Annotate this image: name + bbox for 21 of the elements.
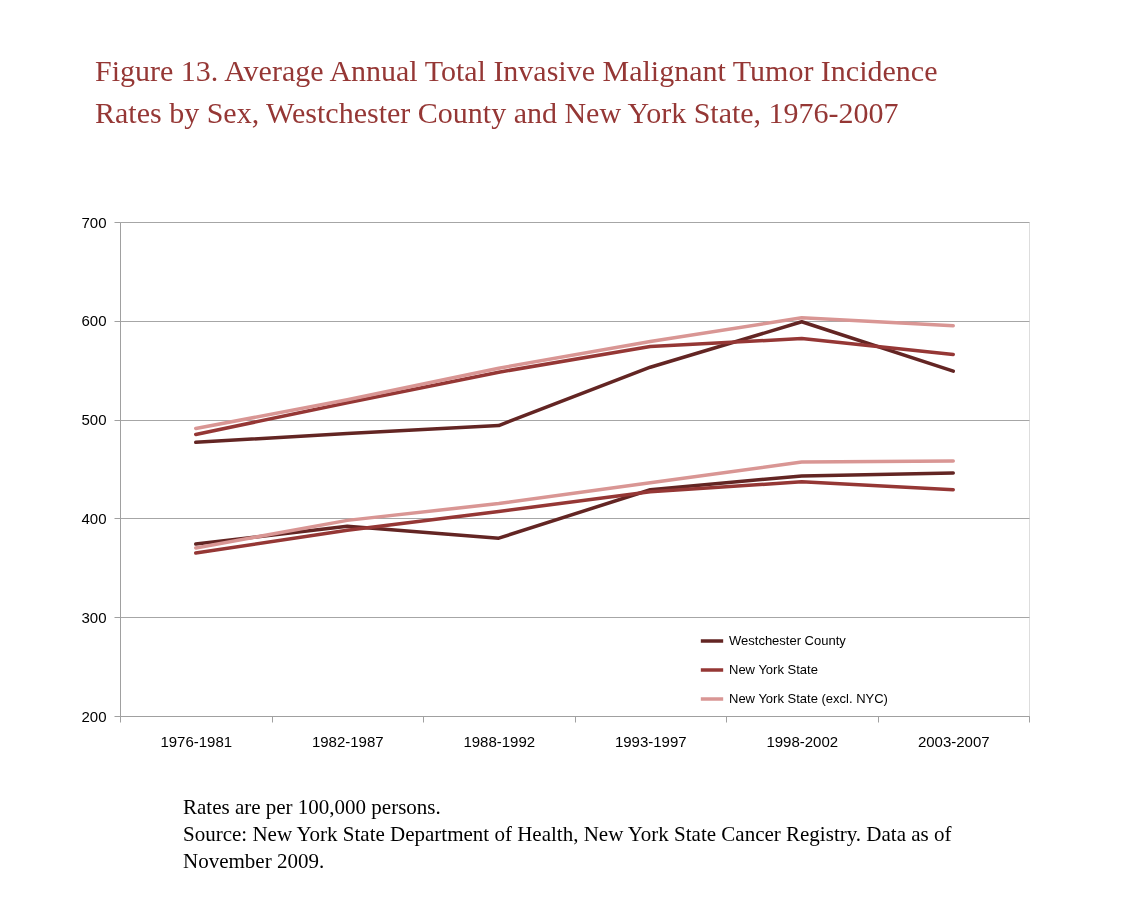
- source-note: Source: New York State Department of Health, New York State Cancer Registry. Data as of November 2009.: [183, 822, 952, 873]
- line-series: [194, 480, 955, 555]
- x-tick-label: 1988-1992: [463, 732, 536, 750]
- chart-title: Figure 13. Average Annual Total Invasive Malignant Tumor Incidence Rates by Sex, Westchester County and New York State, 1976-2007: [95, 54, 938, 129]
- y-tick-label: 400: [81, 509, 107, 527]
- legend-label: New York State (excl. NYC): [729, 691, 888, 706]
- y-tick-label: 700: [81, 213, 107, 231]
- legend-label: Westchester County: [729, 633, 847, 648]
- y-tick-label: 300: [81, 608, 107, 626]
- y-tick-label: 600: [81, 312, 107, 330]
- x-tick-label: 2003-2007: [917, 732, 990, 750]
- x-tick-label: 1998-2002: [766, 732, 839, 750]
- line-series: [194, 459, 955, 550]
- line-series: [194, 336, 955, 437]
- x-tick-label: 1976-1981: [160, 732, 233, 750]
- legend-label: New York State: [729, 662, 818, 677]
- x-tick-label: 1993-1997: [614, 732, 687, 750]
- y-tick-label: 500: [81, 411, 107, 429]
- y-tick-label: 200: [81, 707, 107, 725]
- x-tick-label: 1982-1987: [311, 732, 384, 750]
- text: Rates are per 100,000 persons.: [183, 795, 441, 819]
